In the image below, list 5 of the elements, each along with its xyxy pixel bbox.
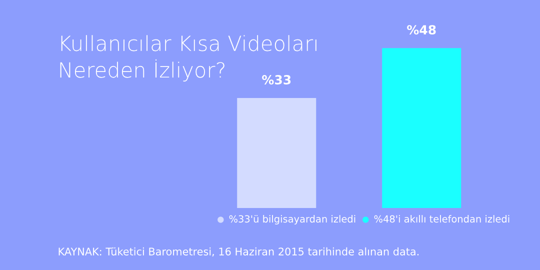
- data-label: %33: [262, 75, 291, 85]
- x-tick-label: %48'i akıllı telefondan izledi: [374, 215, 510, 223]
- text: KAYNAK: Tüketici Barometresi, 16 Haziran 2015 tarihinde alınan data.: [58, 247, 419, 257]
- data-label: %48: [407, 25, 436, 35]
- x-tick-label: %33'ü bilgisayardan izledi: [229, 215, 356, 224]
